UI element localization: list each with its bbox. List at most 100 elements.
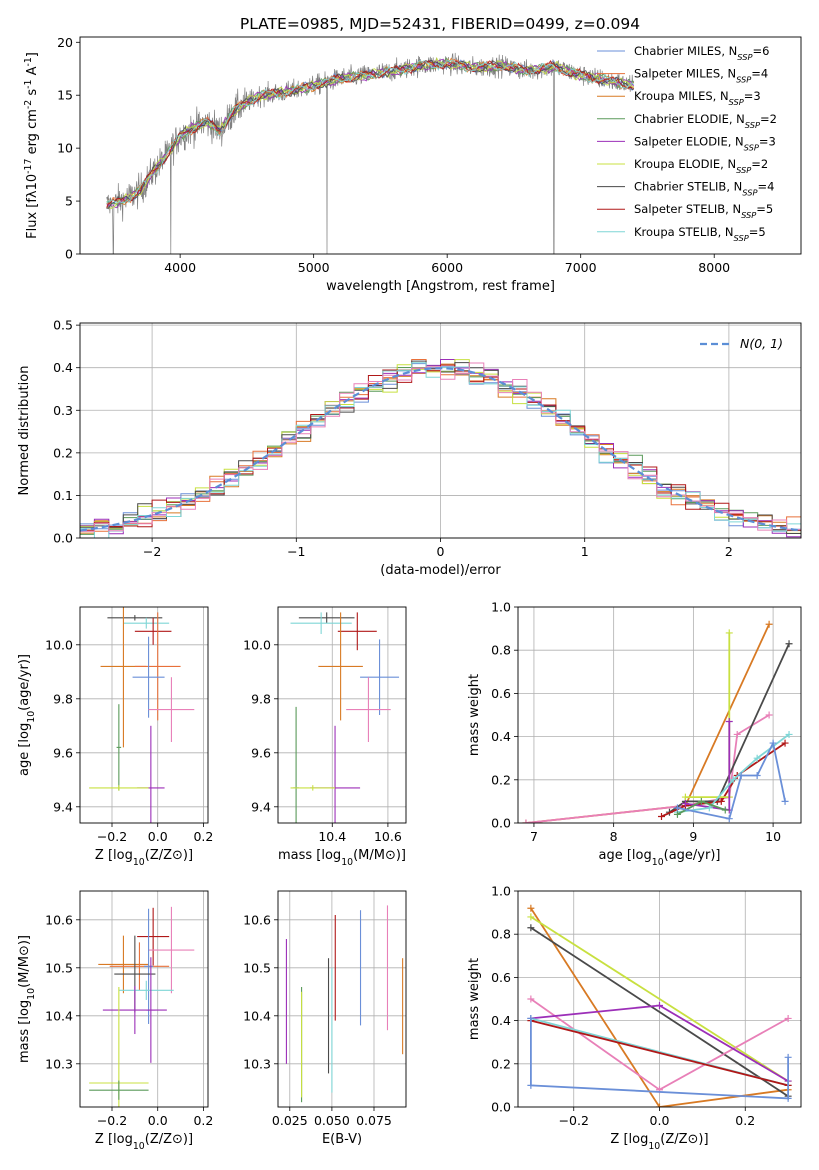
y-tick-label: 0.6 — [491, 970, 511, 985]
y-tick-label: 0 — [65, 247, 73, 262]
point-marker — [717, 797, 725, 805]
panel-age_vs_mass: 10.4 10.6 9.4 9.6 9.8 10.0 mass [log10(M/M⊙)] — [243, 606, 407, 868]
y-tick-label: 0.4 — [53, 360, 73, 375]
error-point — [337, 612, 377, 651]
x-axis-label: mass [log10(M/M⊙)] — [278, 848, 406, 868]
x-tick-label: 4000 — [164, 260, 196, 275]
point-marker — [527, 1081, 535, 1089]
panel-mass_vs_Z: −0.2 0.0 0.2 10.3 10.4 10.5 10.6 Z [log10(Z/Z⊙)… — [17, 890, 213, 1152]
error-point — [346, 677, 391, 742]
y-tick-label: 10.5 — [45, 960, 73, 975]
x-axis-label: Z [log10(Z/Z⊙)] — [95, 848, 193, 868]
error-point — [137, 907, 170, 966]
x-tick-label: 10 — [765, 829, 781, 844]
x-tick-label: 10.4 — [318, 829, 346, 844]
point-marker — [522, 819, 530, 823]
error-point — [146, 957, 156, 1063]
y-tick-label: 10.6 — [243, 912, 271, 927]
legend-label: Kroupa MILES, NSSP=3 — [634, 89, 761, 107]
plot-area-massweight_vs_Z — [527, 904, 792, 1107]
y-tick-label: 0.5 — [53, 318, 73, 333]
error-point — [318, 612, 363, 721]
y-axis-label: mass [log10(M/M⊙)] — [17, 935, 37, 1063]
y-tick-label: 0.2 — [53, 445, 73, 460]
axes-frame — [517, 606, 802, 824]
error-point — [148, 677, 195, 742]
point-marker — [765, 620, 773, 628]
point-marker — [527, 913, 535, 921]
x-tick-label: −0.2 — [97, 1113, 127, 1128]
series-line — [685, 632, 731, 798]
x-tick-label: 7 — [530, 829, 538, 844]
x-tick-label: 0.2 — [193, 1113, 213, 1128]
point-marker — [737, 771, 745, 779]
error-point — [107, 615, 163, 621]
point-marker — [781, 797, 789, 805]
point-marker — [785, 730, 793, 738]
legend-label: Salpeter MILES, NSSP=4 — [634, 67, 768, 85]
legend-label: Chabrier MILES, NSSP=6 — [634, 44, 769, 62]
error-point — [123, 617, 170, 629]
panel-residuals: −2 −1 0 1 2 0.0 0.1 0.2 0.3 0.4 0.5 (data-model)/er… — [17, 318, 802, 578]
point-marker — [705, 804, 713, 812]
plot-area-residuals — [80, 359, 801, 538]
point-marker — [785, 640, 793, 648]
point-marker — [725, 717, 733, 725]
point-marker — [527, 924, 535, 932]
point-marker — [729, 776, 737, 784]
spectrum-legend: Chabrier MILES, NSSP=6 Salpeter MILES, NS… — [597, 44, 777, 243]
gaussian-curve — [80, 367, 801, 532]
point-marker — [697, 797, 705, 805]
model-line — [106, 59, 634, 209]
x-tick-label: 0.0 — [148, 1113, 168, 1128]
y-tick-label: 10.0 — [45, 637, 73, 652]
x-axis-label: wavelength [Angstrom, rest frame] — [326, 279, 555, 294]
legend-label: Kroupa STELIB, NSSP=5 — [634, 225, 766, 243]
y-tick-label: 0.8 — [491, 643, 511, 658]
legend-label: Salpeter STELIB, NSSP=5 — [634, 202, 773, 220]
error-point — [98, 935, 149, 994]
error-point — [290, 785, 336, 791]
point-marker — [673, 804, 681, 812]
point-marker — [656, 1103, 663, 1107]
y-tick-label: 0.3 — [53, 403, 73, 418]
y-tick-label: 9.6 — [53, 745, 73, 760]
point-marker — [673, 810, 681, 818]
point-marker — [725, 629, 733, 637]
legend-label: Chabrier ELODIE, NSSP=2 — [634, 112, 777, 130]
x-axis-label: Z [log10(Z/Z⊙)] — [610, 1132, 708, 1152]
x-tick-label: 6000 — [431, 260, 463, 275]
series-line — [530, 1019, 789, 1087]
point-marker — [656, 1001, 663, 1009]
point-marker — [781, 739, 789, 747]
x-axis-label: E(B-V) — [322, 1132, 362, 1147]
x-tick-label: −0.2 — [97, 829, 127, 844]
error-point — [116, 704, 122, 791]
y-tick-label: 0.2 — [491, 1056, 511, 1071]
point-marker — [721, 806, 729, 814]
y-tick-label: 5 — [65, 194, 73, 209]
panel-massweight_vs_Z: −0.2 0.0 0.2 0.0 0.2 0.4 0.6 0.8 1.0 Z [log10(Z/Z… — [467, 884, 802, 1152]
series-line — [530, 926, 789, 1097]
x-tick-label: 0 — [437, 544, 445, 559]
y-tick-label: 10.4 — [243, 1008, 271, 1023]
axes-frame — [517, 890, 802, 1108]
series-line — [530, 916, 789, 1082]
x-axis-label: age [log10(age/yr)] — [599, 848, 721, 868]
error-point — [134, 612, 181, 721]
panel-massweight_vs_age: 7 8 9 10 0.0 0.2 0.4 0.6 0.8 1.0 age [log10(age/yr… — [467, 600, 802, 868]
y-tick-label: 10 — [57, 141, 73, 156]
x-tick-label: 0.075 — [356, 1113, 392, 1128]
point-marker — [657, 813, 665, 821]
x-tick-label: 8 — [610, 829, 618, 844]
panel-spectrum: 4000 5000 6000 7000 8000 0 5 10 15 20 wavelength [… — [23, 35, 802, 294]
y-tick-label: 10.4 — [45, 1008, 73, 1023]
y-tick-label: 10.5 — [243, 960, 271, 975]
panel-age_vs_Z: −0.2 0.0 0.2 9.4 9.6 9.8 10.0 Z [log10(Z/Z⊙)] ag… — [17, 606, 213, 868]
axes-frame — [277, 890, 407, 1108]
y-tick-label: 0.6 — [491, 686, 511, 701]
plot-area-massweight_vs_age — [522, 620, 793, 823]
error-point — [298, 612, 355, 624]
y-tick-label: 9.4 — [53, 799, 73, 814]
